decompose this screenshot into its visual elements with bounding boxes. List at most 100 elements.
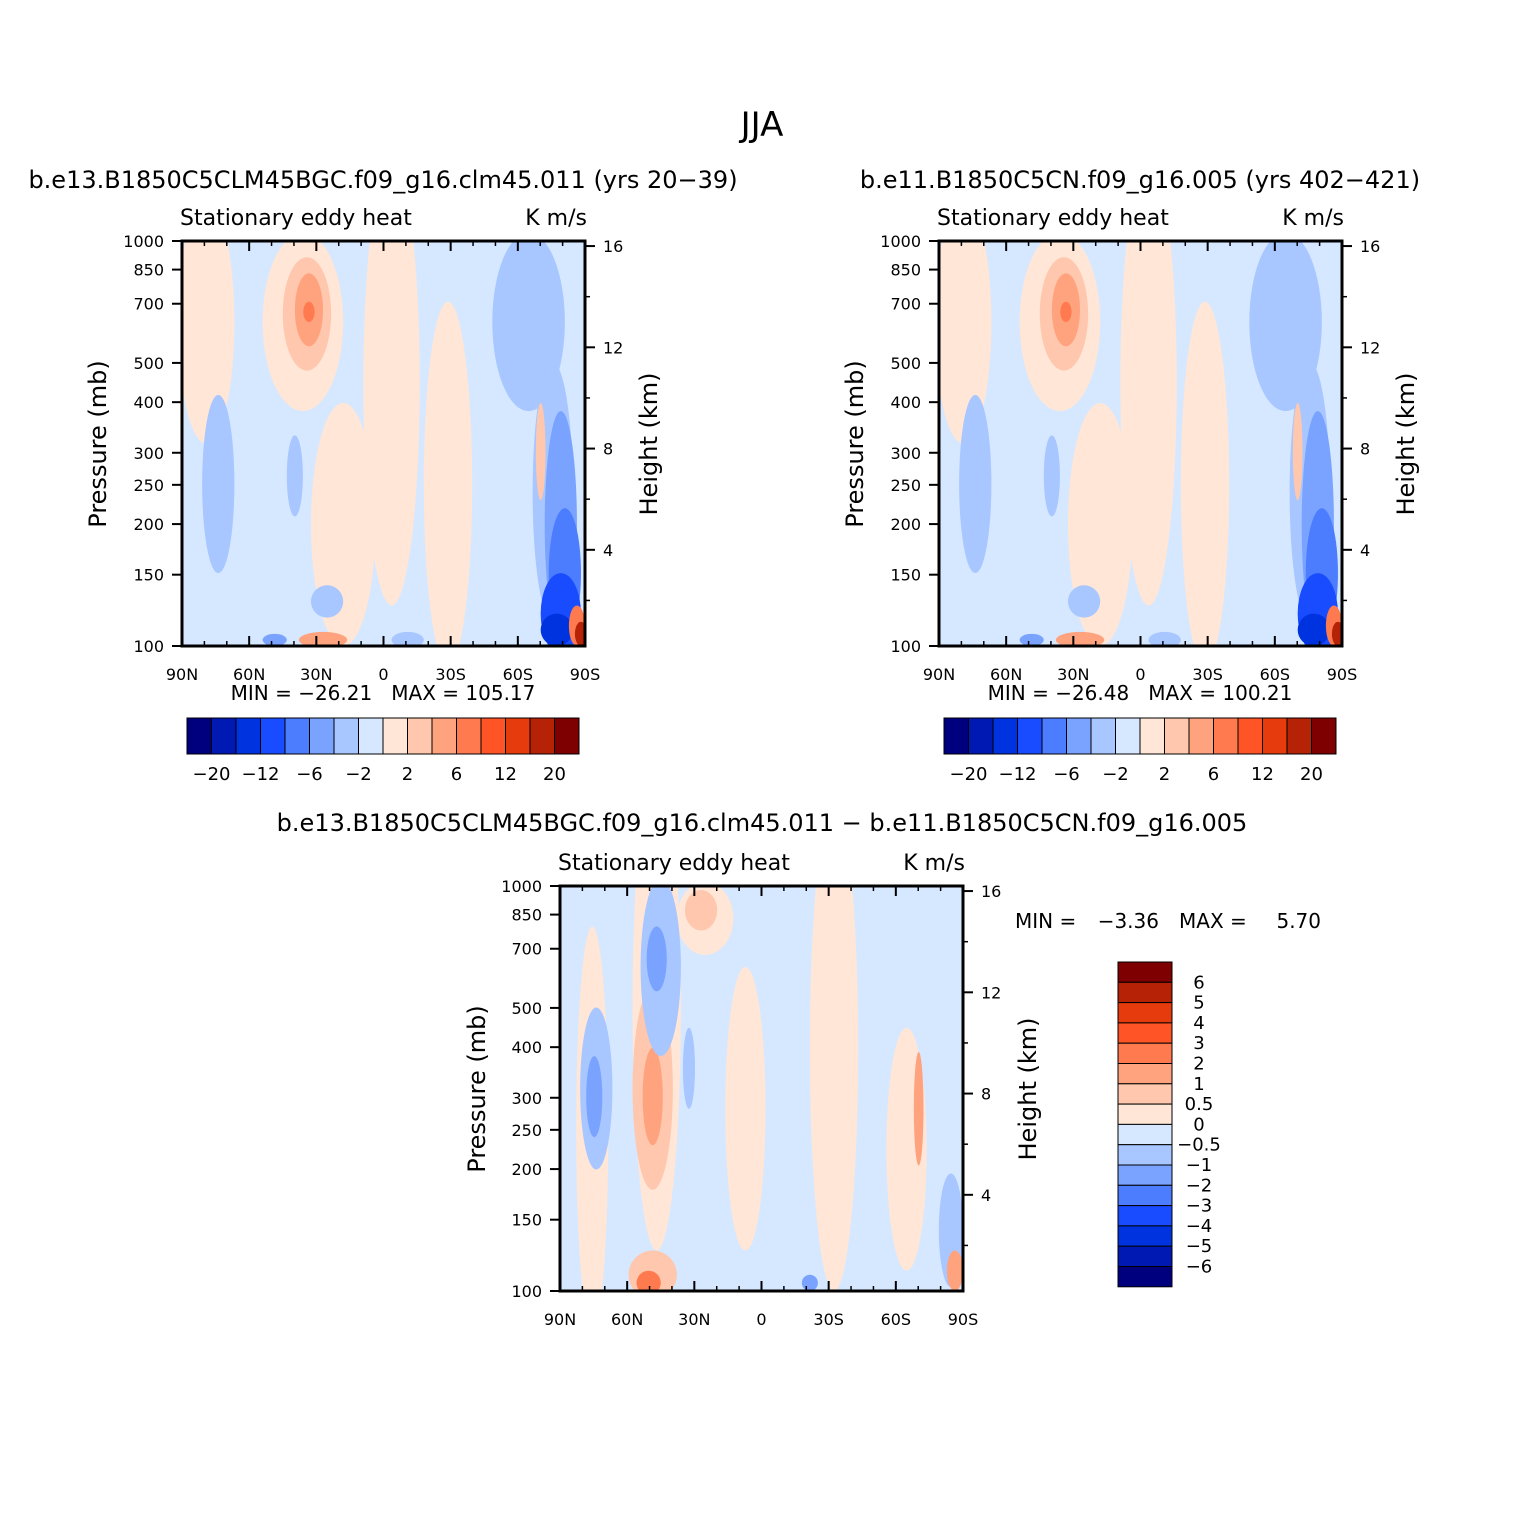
y-right-tick-label: 12 [603, 338, 623, 357]
y-tick-label: 700 [133, 295, 164, 314]
plot-axes: 90N 60N 30N 0 30S 60S 90S 100 150 200 250 300 400 500… [880, 232, 1380, 684]
x-tick-label: 0 [756, 1310, 766, 1329]
colorbar-box [1117, 1266, 1173, 1288]
y-tick-label: 850 [133, 261, 164, 280]
y-axis-right-label: Height (km) [1014, 1018, 1042, 1161]
plot-axes: 90N 60N 30N 0 30S 60S 90S 100 150 200 250 300 400 500… [501, 877, 1001, 1329]
colorbar-box [1117, 1002, 1173, 1024]
y-axis-label: Pressure (mb) [841, 360, 869, 527]
y-tick-label: 300 [890, 444, 921, 463]
x-tick-label: 30S [435, 665, 466, 684]
y-tick-label: 1000 [880, 232, 921, 251]
colorbar-label: −12 [999, 764, 1037, 785]
colorbar-box [529, 717, 555, 755]
contour-region [684, 890, 718, 931]
y-tick-label: 150 [133, 566, 164, 585]
panel-subtitle-left: Stationary eddy heat [937, 206, 1169, 231]
y-tick-label: 250 [133, 476, 164, 495]
figure-title: JJA [739, 105, 784, 145]
y-axis-right-label: Height (km) [635, 373, 663, 516]
colorbar-box [1164, 717, 1190, 755]
contour-region [1043, 435, 1060, 517]
contour-region [1148, 631, 1181, 646]
colorbar-box [260, 717, 286, 755]
y-tick-label: 500 [511, 999, 542, 1018]
y-tick-label: 400 [133, 393, 164, 412]
contour-region [574, 621, 585, 646]
colorbar-box [505, 717, 531, 755]
contour-region [363, 241, 420, 606]
colorbar-box [1090, 717, 1116, 755]
y-tick-label: 500 [890, 354, 921, 373]
y-tick-label: 100 [890, 637, 921, 656]
contour-region [182, 241, 235, 444]
x-tick-label: 90S [948, 1310, 979, 1329]
colorbar-label: 20 [1300, 764, 1323, 785]
min-max-stats: MIN = −26.21 MAX = 105.17 [231, 681, 536, 705]
y-tick-label: 850 [511, 906, 542, 925]
y-axis-label: Pressure (mb) [84, 360, 112, 527]
colorbar-box [1286, 717, 1312, 755]
colorbar-box [382, 717, 408, 755]
colorbar-box [1117, 1184, 1173, 1207]
contour-region [809, 886, 859, 1291]
colorbar-box [309, 717, 335, 755]
panel-difference: b.e13.B1850C5CLM45BGC.f09_g16.clm45.011 … [277, 809, 1321, 1329]
colorbar-box [1117, 1144, 1173, 1166]
x-tick-label: 30S [813, 1310, 844, 1329]
contour-region [913, 1052, 924, 1166]
contour-region [303, 301, 315, 322]
colorbar-box [1188, 717, 1214, 755]
colorbar-box [1117, 1164, 1173, 1186]
y-right-tick-label: 4 [1360, 541, 1370, 560]
y-right-tick-label: 16 [981, 882, 1001, 901]
contour-region [1019, 633, 1044, 646]
contour-region [423, 301, 473, 646]
colorbar-box [1117, 1103, 1173, 1125]
contour-region [1067, 585, 1101, 618]
contour-region [959, 394, 992, 574]
colorbar-box [1117, 1042, 1173, 1064]
contour-region [939, 241, 992, 444]
y-tick-label: 200 [133, 515, 164, 534]
colorbar-box [333, 717, 359, 755]
colorbar-label: −20 [193, 764, 231, 785]
y-tick-label: 300 [511, 1089, 542, 1108]
contour-region [636, 1270, 661, 1291]
contour-field [939, 241, 1342, 646]
contour-region [946, 1250, 963, 1291]
x-tick-label: 90N [544, 1310, 576, 1329]
colorbar-box [456, 717, 482, 755]
y-right-tick-label: 16 [603, 237, 623, 256]
contour-region [202, 394, 235, 574]
x-tick-label: 30S [1192, 665, 1223, 684]
panel-subtitle-left: Stationary eddy heat [558, 851, 790, 876]
colorbar-label: −4 [1186, 1216, 1213, 1237]
y-right-tick-label: 4 [981, 1186, 991, 1205]
panel-top-left: b.e13.B1850C5CLM45BGC.f09_g16.clm45.011 … [28, 166, 737, 785]
x-tick-label: 90S [570, 665, 601, 684]
colorbar-box [1117, 1225, 1173, 1247]
y-tick-label: 100 [133, 637, 164, 656]
y-right-tick-label: 8 [981, 1085, 991, 1104]
colorbar-label: −20 [950, 764, 988, 785]
y-tick-label: 700 [890, 295, 921, 314]
contour-region [646, 926, 667, 992]
colorbar-box [992, 717, 1018, 755]
colorbar-box [1262, 717, 1288, 755]
contour-region [1067, 403, 1133, 646]
panel-title: b.e13.B1850C5CLM45BGC.f09_g16.clm45.011 … [28, 166, 737, 194]
colorbar-label: 6 [1193, 972, 1204, 993]
contour-region [262, 633, 287, 646]
colorbar-label: 2 [1159, 764, 1170, 785]
colorbar-box [1213, 717, 1239, 755]
colorbar-label: 12 [494, 764, 517, 785]
contour-region [801, 1274, 818, 1291]
colorbar-label: −6 [296, 764, 323, 785]
min-max-stats: MIN = −26.48 MAX = 100.21 [988, 681, 1293, 705]
colorbar-label: 5 [1193, 993, 1204, 1014]
y-tick-label: 400 [511, 1038, 542, 1057]
colorbar-label: −12 [242, 764, 280, 785]
